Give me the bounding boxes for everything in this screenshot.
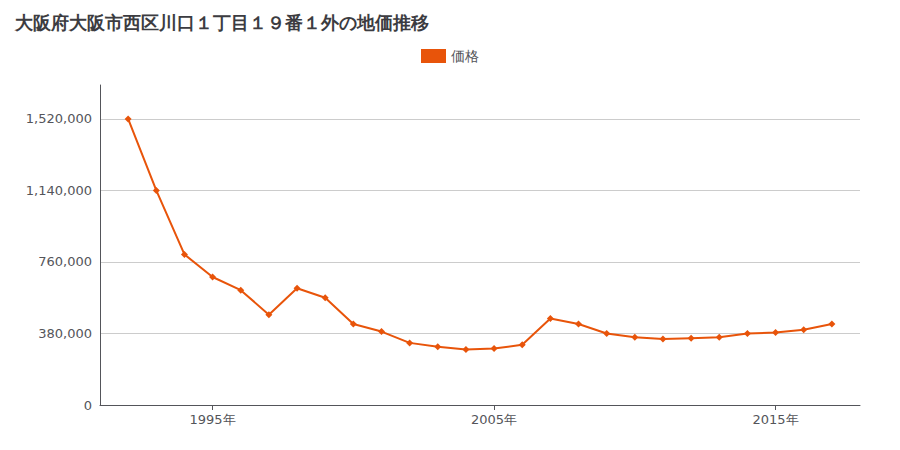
svg-text:380,000: 380,000 (38, 326, 92, 341)
svg-text:価格: 価格 (451, 48, 479, 64)
svg-text:2015年: 2015年 (753, 412, 799, 427)
svg-text:2005年: 2005年 (471, 412, 517, 427)
svg-text:1995年: 1995年 (190, 412, 236, 427)
svg-text:0: 0 (84, 398, 92, 413)
svg-text:1,140,000: 1,140,000 (26, 183, 92, 198)
svg-text:大阪府大阪市西区川口１丁目１９番１外の地価推移: 大阪府大阪市西区川口１丁目１９番１外の地価推移 (14, 12, 429, 33)
svg-text:1,520,000: 1,520,000 (26, 111, 92, 126)
svg-text:760,000: 760,000 (38, 254, 92, 269)
